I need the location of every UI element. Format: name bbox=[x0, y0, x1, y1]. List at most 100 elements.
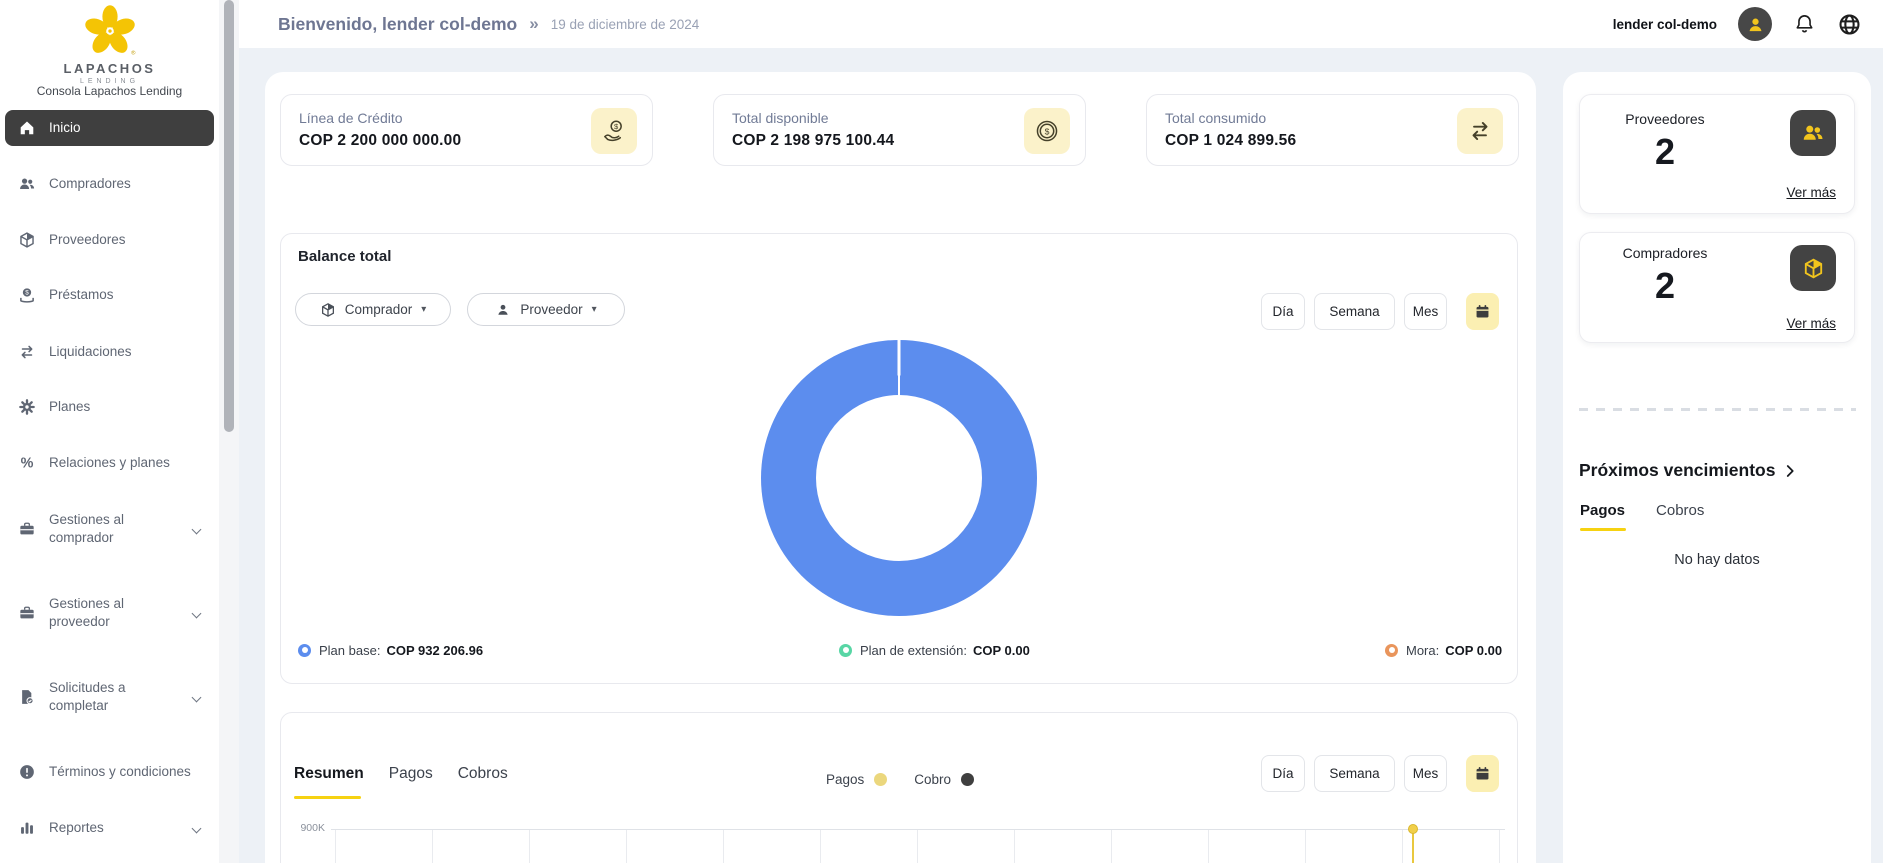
summary-title: Compradores bbox=[1622, 245, 1708, 261]
sidebar-item-label: Términos y condiciones bbox=[49, 764, 191, 780]
pagos-marker-line bbox=[1411, 830, 1414, 863]
y-gridline bbox=[331, 829, 1505, 830]
caret-down-icon: ▾ bbox=[421, 304, 427, 315]
user-avatar[interactable] bbox=[1738, 7, 1772, 41]
cube-icon bbox=[1790, 245, 1836, 291]
balance-period-dia-button[interactable]: Día bbox=[1261, 293, 1305, 330]
period-label: Semana bbox=[1329, 766, 1380, 781]
stat-value: COP 2 198 975 100.44 bbox=[732, 132, 895, 149]
chevron-down-icon bbox=[191, 608, 202, 618]
sidebar-item-compradores[interactable]: Compradores bbox=[5, 166, 214, 202]
balance-title: Balance total bbox=[298, 248, 392, 265]
sidebar-item-planes[interactable]: Planes bbox=[5, 389, 214, 425]
main-area: Bienvenido, lender col-demo » 19 de dici… bbox=[239, 0, 1883, 863]
resumen-period-mes-button[interactable]: Mes bbox=[1404, 755, 1447, 792]
sidebar-scrollbar[interactable] bbox=[219, 0, 239, 863]
sidebar-item-reportes[interactable]: Reportes bbox=[5, 810, 214, 846]
section-title: Próximos vencimientos bbox=[1579, 460, 1776, 480]
chevron-down-icon bbox=[191, 823, 202, 833]
active-tab-underline bbox=[294, 796, 361, 799]
stat-label: Total consumido bbox=[1165, 110, 1267, 126]
language-button[interactable] bbox=[1837, 12, 1862, 37]
legend-mora: Mora: COP 0.00 bbox=[1385, 642, 1502, 658]
vencimientos-tabs: Pagos Cobros bbox=[1580, 502, 1704, 519]
doc-check-icon bbox=[18, 688, 36, 706]
page-title: Bienvenido, lender col-demo bbox=[278, 13, 518, 34]
sidebar-item-label: Préstamos bbox=[49, 287, 114, 303]
brand-name: LAPACHOS bbox=[63, 61, 156, 76]
users-icon bbox=[18, 175, 36, 193]
period-label: Semana bbox=[1329, 304, 1380, 319]
filter-label: Proveedor bbox=[520, 302, 583, 317]
pagos-marker-dot bbox=[1407, 824, 1418, 834]
hand-coin-icon: $ bbox=[591, 108, 637, 154]
sidebar-item-gestiones-comprador[interactable]: Gestiones al comprador bbox=[5, 501, 214, 557]
sidebar-scrollbar-thumb[interactable] bbox=[224, 0, 234, 432]
resumen-period-dia-button[interactable]: Día bbox=[1261, 755, 1305, 792]
filter-label: Comprador bbox=[344, 302, 413, 317]
svg-text:$: $ bbox=[25, 290, 29, 297]
caret-down-icon: ▾ bbox=[591, 304, 597, 315]
sidebar-item-solicitudes[interactable]: Solicitudes a completar bbox=[5, 669, 214, 725]
transfer-arrows-icon bbox=[1457, 108, 1503, 154]
legend-amount: COP 0.00 bbox=[972, 642, 1030, 658]
resumen-period-semana-button[interactable]: Semana bbox=[1314, 755, 1395, 792]
ver-mas-link[interactable]: Ver más bbox=[1786, 185, 1836, 200]
legend-label: Plan de extensión: bbox=[860, 642, 967, 658]
sidebar-item-inicio[interactable]: Inicio bbox=[5, 110, 214, 146]
topbar-actions: lender col-demo bbox=[1613, 0, 1862, 48]
legend-amount: COP 932 206.96 bbox=[386, 642, 484, 658]
tab-pagos[interactable]: Pagos bbox=[388, 765, 433, 782]
stat-card-linea-credito: Línea de Crédito COP 2 200 000 000.00 $ bbox=[280, 94, 653, 166]
active-tab-underline bbox=[1580, 528, 1626, 531]
content-area: Línea de Crédito COP 2 200 000 000.00 $ … bbox=[239, 48, 1883, 863]
legend-plan-base: Plan base: COP 932 206.96 bbox=[298, 642, 483, 658]
balance-calendar-button[interactable] bbox=[1466, 293, 1499, 330]
sidebar-item-terminos[interactable]: Términos y condiciones bbox=[5, 754, 214, 790]
stat-label: Total disponible bbox=[732, 110, 829, 126]
swap-arrows-icon bbox=[18, 343, 36, 361]
sidebar-item-label: Relaciones y planes bbox=[49, 455, 170, 471]
stat-value: COP 2 200 000 000.00 bbox=[299, 132, 462, 149]
period-label: Mes bbox=[1412, 766, 1439, 781]
proveedor-filter-dropdown[interactable]: Proveedor ▾ bbox=[467, 293, 625, 326]
notifications-button[interactable] bbox=[1793, 13, 1816, 36]
breadcrumb: Bienvenido, lender col-demo » 19 de dici… bbox=[278, 0, 699, 48]
dashed-divider bbox=[1579, 408, 1856, 411]
sidebar-item-proveedores[interactable]: Proveedores bbox=[5, 222, 214, 258]
resumen-calendar-button[interactable] bbox=[1466, 755, 1499, 792]
cube-icon bbox=[320, 302, 336, 318]
user-name: lender col-demo bbox=[1612, 16, 1717, 32]
sidebar-item-liquidaciones[interactable]: Liquidaciones bbox=[5, 334, 214, 370]
balance-donut-chart bbox=[761, 340, 1037, 616]
balance-period-mes-button[interactable]: Mes bbox=[1404, 293, 1447, 330]
y-axis-tick: 900K bbox=[300, 822, 325, 834]
users-icon bbox=[1790, 110, 1836, 156]
summary-title: Proveedores bbox=[1625, 111, 1705, 127]
svg-text:%: % bbox=[21, 456, 34, 472]
compradores-summary-card: Compradores 2 Ver más bbox=[1579, 232, 1855, 343]
tab-resumen[interactable]: Resumen bbox=[294, 765, 364, 782]
proximos-vencimientos-header[interactable]: Próximos vencimientos bbox=[1579, 460, 1799, 481]
proveedores-summary-card: Proveedores 2 Ver más bbox=[1579, 94, 1855, 214]
sidebar-item-prestamos[interactable]: $ Préstamos bbox=[5, 277, 214, 313]
coin-hand-icon: $ bbox=[18, 286, 36, 304]
tab-cobros[interactable]: Cobros bbox=[457, 765, 508, 782]
gear-icon bbox=[18, 398, 36, 416]
legend-amount: COP 0.00 bbox=[1445, 642, 1503, 658]
stat-card-total-consumido: Total consumido COP 1 024 899.56 bbox=[1146, 94, 1519, 166]
sidebar-item-gestiones-proveedor[interactable]: Gestiones al proveedor bbox=[5, 585, 214, 641]
sidebar-item-label: Gestiones al comprador bbox=[49, 512, 125, 545]
topbar: Bienvenido, lender col-demo » 19 de dici… bbox=[239, 0, 1883, 48]
comprador-filter-dropdown[interactable]: Comprador ▾ bbox=[295, 293, 451, 326]
stat-label: Línea de Crédito bbox=[299, 110, 403, 126]
calendar-icon bbox=[1476, 305, 1489, 318]
percent-icon: % bbox=[18, 454, 36, 472]
tab-cobros[interactable]: Cobros bbox=[1656, 502, 1705, 519]
resumen-tabs: Resumen Pagos Cobros bbox=[294, 765, 508, 783]
chevron-right-icon bbox=[1787, 464, 1795, 477]
ver-mas-link[interactable]: Ver más bbox=[1786, 316, 1836, 331]
sidebar-item-relaciones[interactable]: % Relaciones y planes bbox=[5, 445, 214, 481]
tab-pagos[interactable]: Pagos bbox=[1580, 502, 1626, 519]
balance-period-semana-button[interactable]: Semana bbox=[1314, 293, 1395, 330]
